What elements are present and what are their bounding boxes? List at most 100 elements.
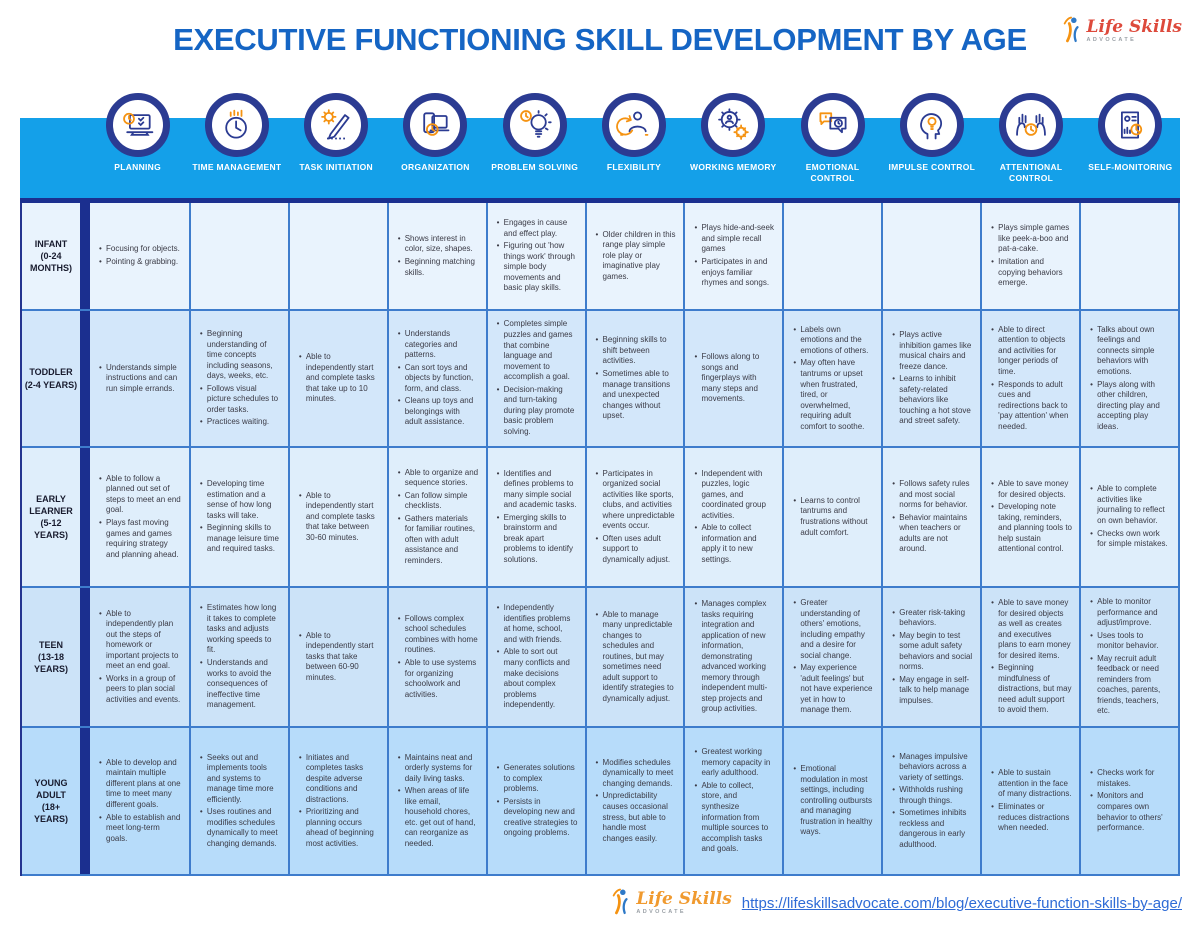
age-label: INFANT (0-24 MONTHS) [30, 238, 72, 274]
age-label: EARLY LEARNER (5-12 YEARS) [29, 493, 73, 541]
skill-bullet: When areas of life like email, household… [398, 786, 479, 849]
skill-cell-young-adult-attentional-control: Able to sustain attention in the face of… [980, 728, 1079, 874]
skill-bullet: Learns to control tantrums and frustrati… [793, 496, 874, 538]
logo-script-text: Life Skills [636, 888, 732, 909]
skill-bullet: Engages in cause and effect play. [497, 218, 578, 239]
skill-bullet: May experience 'adult feelings' but not … [793, 663, 874, 716]
skill-bullet: Able to organize and sequence stories. [398, 468, 479, 489]
table-row: TEEN(13-18 YEARS) Able to independently p… [22, 588, 1178, 728]
skill-bullet: Labels own emotions and the emotions of … [793, 325, 874, 357]
skill-cell-infant-organization: Shows interest in color, size, shapes.Be… [386, 203, 486, 309]
age-label: TEEN (13-18 YEARS) [33, 639, 68, 675]
skill-cell-teen-organization: Follows complex school schedules combine… [386, 588, 486, 726]
skill-cell-infant-emotional-control [782, 203, 881, 309]
planning-icon [105, 93, 170, 157]
skill-label: TASK INITIATION [299, 162, 373, 172]
skill-cell-toddler-organization: Understands categories and patterns.Can … [386, 311, 486, 446]
skill-cell-early-learner-organization: Able to organize and sequence stories.Ca… [386, 448, 486, 586]
table-body: INFANT(0-24 MONTHS) Focusing for objects.… [20, 203, 1180, 876]
skill-header-emotional-control: EMOTIONAL CONTROL [783, 93, 882, 198]
skill-cell-young-adult-emotional-control: Emotional modulation in most settings, i… [782, 728, 881, 874]
skill-bullet: Unpredictability causes occasional stres… [596, 791, 677, 844]
age-column-divider [80, 728, 90, 874]
skill-label: FLEXIBILITY [606, 162, 662, 172]
skill-bullet: Follows visual picture schedules to orde… [200, 384, 281, 416]
skill-cell-early-learner-problem-solving: Identifies and defines problems to many … [485, 448, 585, 586]
page-title: EXECUTIVE FUNCTIONING SKILL DEVELOPMENT … [173, 22, 1027, 57]
skill-cell-infant-problem-solving: Engages in cause and effect play.Figurin… [485, 203, 585, 309]
skill-bullet: Modifies schedules dynamically to meet c… [596, 758, 677, 790]
skill-bullet: Imitation and copying behaviors emerge. [991, 257, 1072, 289]
skill-bullet: Seeks out and implements tools and syste… [200, 753, 281, 806]
skill-bullet: Persists in developing new and creative … [497, 797, 578, 839]
skill-label: ATTENTIONAL CONTROL [999, 162, 1063, 184]
skill-header-problem-solving: PROBLEM SOLVING [485, 93, 584, 198]
skill-cell-early-learner-flexibility: Participates in organized social activit… [584, 448, 684, 586]
skill-bullet: Participates in organized social activit… [596, 469, 677, 532]
skill-bullet: Able to independently start tasks that t… [299, 631, 380, 684]
skill-bullet: Able to independently start and complete… [299, 491, 380, 544]
skill-cell-infant-planning: Focusing for objects. Pointing & grabbing… [90, 203, 189, 309]
skill-bullet: Understands simple instructions and can … [99, 363, 182, 395]
skill-cell-early-learner-attentional-control: Able to save money for desired objects.D… [980, 448, 1079, 586]
skill-bullet: Able to complete activities like journal… [1090, 484, 1171, 526]
skill-bullet: Monitors and compares own behavior to ot… [1090, 791, 1171, 833]
skill-header-working-memory: WORKING MEMORY [684, 93, 783, 198]
skill-label: SELF-MONITORING [1088, 162, 1173, 172]
skill-cell-toddler-impulse-control: Plays active inhibition games like music… [881, 311, 980, 446]
skill-cell-early-learner-time-management: Developing time estimation and a sense o… [188, 448, 288, 586]
skill-bullet: Independent with puzzles, logic games, a… [694, 469, 775, 522]
skill-bullet: Responds to adult cues and redirections … [991, 380, 1072, 433]
emotional-control-icon [800, 93, 865, 157]
logo-script-text: Life Skills [1086, 17, 1182, 38]
working-memory-icon [701, 93, 766, 157]
skill-bullet: Able to follow a planned out set of step… [99, 474, 182, 516]
skill-cell-toddler-problem-solving: Completes simple puzzles and games that … [485, 311, 585, 446]
skill-cell-young-adult-flexibility: Modifies schedules dynamically to meet c… [584, 728, 684, 874]
skill-cell-teen-attentional-control: Able to save money for desired objects a… [980, 588, 1079, 726]
flexibility-icon [601, 93, 666, 157]
skill-bullet: Checks own work for simple mistakes. [1090, 529, 1171, 550]
skill-cell-teen-planning: Able to independently plan out the steps… [90, 588, 189, 726]
skill-label: PLANNING [114, 162, 162, 172]
life-skills-advocate-logo-footer: Life Skills ADVOCATE [610, 886, 732, 921]
table-row: TODDLER(2-4 YEARS) Understands simple ins… [22, 311, 1178, 448]
skill-bullet: Eliminates or reduces distractions when … [991, 802, 1072, 834]
problem-solving-icon [502, 93, 567, 157]
skill-bullet: Manages impulsive behaviors across a var… [892, 752, 973, 784]
skill-bullet: Able to save money for desired objects a… [991, 598, 1072, 661]
skill-bullet: Able to manage many unpredictable change… [596, 610, 677, 705]
skill-bullet: Practices waiting. [200, 417, 281, 428]
skill-cell-infant-attentional-control: Plays simple games like peek-a-boo and p… [980, 203, 1079, 309]
header-spacer-divider [78, 118, 88, 198]
skill-cell-teen-impulse-control: Greater risk-taking behaviors.May begin … [881, 588, 980, 726]
skill-bullet: Able to independently start and complete… [299, 352, 380, 405]
skill-bullet: Plays simple games like peek-a-boo and p… [991, 223, 1072, 255]
skill-cell-toddler-time-management: Beginning understanding of time concepts… [188, 311, 288, 446]
skill-bullet: Follows complex school schedules combine… [398, 614, 479, 656]
skill-bullet: Uses tools to monitor behavior. [1090, 631, 1171, 652]
source-url-link[interactable]: https://lifeskillsadvocate.com/blog/exec… [741, 894, 1182, 912]
skill-bullet: Estimates how long it takes to complete … [200, 603, 281, 656]
self-monitoring-icon [1098, 93, 1163, 157]
skill-cell-infant-flexibility: Older children in this range play simple… [584, 203, 684, 309]
skill-bullet: Initiates and completes tasks despite ad… [299, 753, 380, 806]
skill-cell-toddler-attentional-control: Able to direct attention to objects and … [980, 311, 1079, 446]
skill-bullet: Uses routines and modifies schedules dyn… [200, 807, 281, 849]
skill-bullet: Can sort toys and objects by function, f… [398, 363, 479, 395]
skill-bullet: Understands and works to avoid the conse… [200, 658, 281, 711]
skill-bullet: Plays along with other children, directi… [1090, 380, 1171, 433]
skill-cell-infant-impulse-control [881, 203, 980, 309]
skill-cell-infant-task-initiation [287, 203, 387, 309]
skill-header-time-management: TIME MANAGEMENT [187, 93, 286, 198]
skill-bullet: Able to direct attention to objects and … [991, 325, 1072, 378]
attentional-control-icon [999, 93, 1064, 157]
skill-bullet: Can follow simple checklists. [398, 491, 479, 512]
task-initiation-icon [304, 93, 369, 157]
skill-bullet: Able to collect information and apply it… [694, 523, 775, 565]
skill-label: TIME MANAGEMENT [192, 162, 282, 172]
skill-label: ORGANIZATION [401, 162, 470, 172]
skill-bullet: Independently identifies problems at hom… [497, 603, 578, 645]
skill-bullet: Greatest working memory capacity in earl… [694, 747, 775, 779]
skill-cell-toddler-flexibility: Beginning skills to shift between activi… [584, 311, 684, 446]
